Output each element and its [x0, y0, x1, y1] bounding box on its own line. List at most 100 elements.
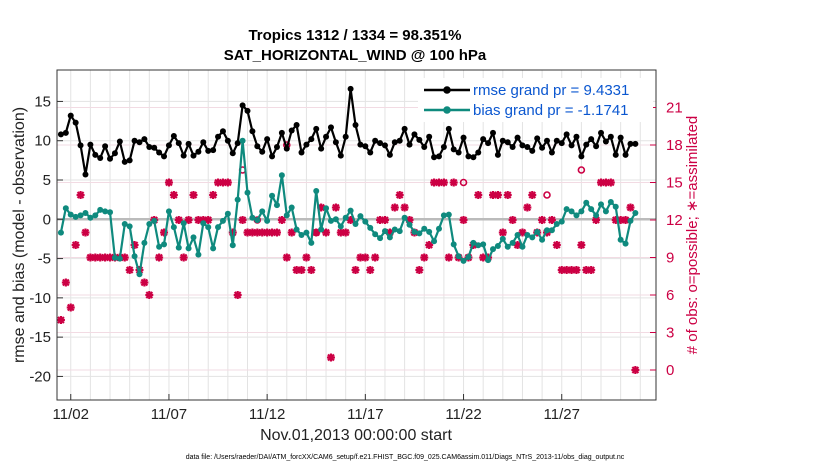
bias-point [342, 214, 349, 221]
x-tick-label: 11/07 [151, 406, 187, 423]
bias-point [121, 221, 128, 227]
bias-point [607, 199, 614, 205]
x-tick-label: 11/17 [347, 406, 383, 423]
obs-assimilated-marker [233, 291, 242, 299]
bias-point [568, 208, 575, 215]
rmse-point [215, 133, 222, 140]
bias-point [269, 192, 276, 199]
bias-point [146, 221, 153, 227]
bias-point [391, 226, 398, 233]
rmse-point [470, 154, 477, 161]
rmse-point [342, 133, 349, 140]
obs-assimilated-marker [351, 266, 360, 274]
rmse-point [509, 144, 516, 150]
bias-point [224, 210, 231, 217]
bias-point [229, 242, 236, 249]
y-right-tick-label: 6 [666, 287, 674, 304]
bias-point [234, 196, 241, 203]
bias-point [308, 239, 315, 246]
rmse-point [583, 141, 590, 148]
rmse-point [524, 144, 531, 150]
bias-line [59, 139, 637, 276]
rmse-point [57, 131, 64, 138]
rmse-point [445, 125, 452, 132]
bias-point [303, 229, 310, 236]
rmse-point [195, 148, 202, 155]
rmse-point [622, 151, 629, 158]
y-tick-label: 10 [34, 133, 51, 150]
rmse-point [598, 129, 605, 136]
rmse-point [534, 135, 541, 142]
bias-point [62, 205, 69, 212]
rmse-point [126, 157, 133, 164]
rmse-point [499, 137, 506, 144]
bias-point [421, 225, 428, 232]
obs-assimilated-marker [493, 191, 502, 199]
bias-point [450, 241, 457, 248]
legend: rmse grand pr = 9.4331 bias grand pr = -… [418, 78, 653, 122]
bias-point [489, 246, 496, 253]
rmse-point [519, 142, 526, 149]
series-layer [57, 85, 639, 278]
rmse-point [107, 155, 114, 162]
obs-assimilated-marker [474, 191, 483, 199]
obs-assimilated-marker [449, 178, 458, 187]
bias-point [111, 254, 118, 261]
y-tick-label: 0 [43, 211, 51, 228]
rmse-point [318, 145, 325, 152]
chart-title: Tropics 1312 / 1334 = 98.351% [248, 27, 461, 44]
bias-point [254, 217, 261, 224]
obs-assimilated-marker [552, 241, 561, 249]
obs-assimilated-marker [223, 178, 232, 187]
rmse-point [185, 140, 192, 147]
obs-assimilated-marker [277, 216, 286, 224]
obs-assimilated-marker [577, 241, 586, 249]
bias-point [524, 232, 531, 238]
bias-point [578, 208, 585, 215]
rmse-point [529, 147, 536, 154]
rmse-point [602, 138, 609, 145]
rmse-point [539, 144, 546, 151]
rmse-point [308, 136, 315, 143]
obs-assimilated-marker [169, 191, 178, 199]
x-tick-label: 11/22 [445, 406, 481, 423]
obs-possible-marker [459, 178, 468, 187]
bias-point [465, 254, 472, 260]
bias-point [529, 234, 536, 241]
rmse-point [161, 153, 168, 160]
obs-assimilated-marker [400, 203, 409, 212]
y-right-tick-label: 18 [666, 137, 683, 154]
bias-point [298, 232, 305, 238]
bias-point [485, 257, 492, 264]
rmse-point [141, 136, 148, 143]
rmse-point [347, 85, 354, 92]
rmse-point [239, 102, 246, 109]
rmse-point [72, 119, 79, 126]
obs-assimilated-marker [390, 203, 399, 212]
obs-assimilated-marker [76, 191, 85, 199]
rmse-point [229, 150, 236, 157]
obs-assimilated-marker [587, 266, 596, 274]
rmse-point [180, 152, 187, 159]
rmse-point [455, 149, 462, 156]
rmse-point [283, 145, 290, 152]
rmse-point [480, 136, 487, 143]
obs-assimilated-marker [125, 266, 134, 274]
bias-point [347, 207, 354, 214]
bias-point [264, 217, 271, 224]
rmse-point [558, 140, 565, 147]
bias-point [386, 234, 393, 241]
obs-assimilated-marker [81, 228, 90, 237]
bias-point [219, 217, 226, 224]
rmse-point [440, 144, 447, 150]
bias-point [57, 229, 64, 236]
obs-assimilated-marker [508, 216, 517, 224]
rmse-point [416, 136, 423, 143]
rmse-point [381, 142, 388, 149]
obs-assimilated-marker [361, 253, 370, 262]
rmse-point [553, 137, 560, 144]
obs-assimilated-marker [498, 228, 507, 237]
y-tick-label: -10 [29, 290, 51, 307]
bias-point [82, 210, 89, 216]
bias-point [151, 217, 158, 224]
